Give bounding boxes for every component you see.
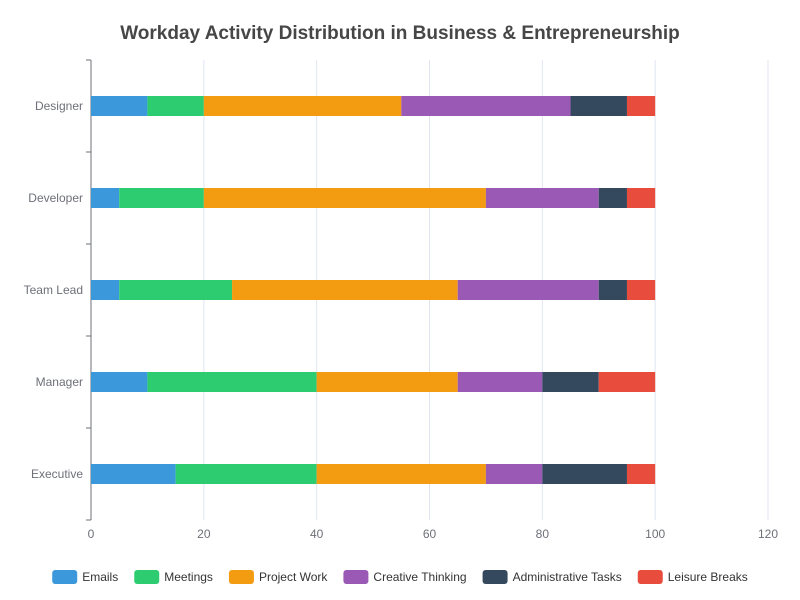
- legend-label: Creative Thinking: [373, 570, 466, 584]
- y-category-label: Manager: [36, 375, 83, 389]
- legend-item-project-work[interactable]: Project Work: [228, 570, 328, 584]
- x-tick-label: 40: [310, 527, 324, 541]
- bar-designer-meetings[interactable]: [147, 96, 204, 116]
- bar-executive-creative-thinking[interactable]: [485, 464, 543, 484]
- bar-manager-creative-thinking[interactable]: [457, 372, 543, 392]
- legend-swatch: [134, 570, 160, 584]
- bar-designer-administrative-tasks[interactable]: [570, 96, 627, 116]
- bar-team-lead-administrative-tasks[interactable]: [598, 280, 627, 300]
- y-category-label: Developer: [28, 191, 83, 205]
- bar-team-lead-project-work[interactable]: [232, 280, 458, 300]
- legend[interactable]: Emails Meetings Project Work Creative Think…: [52, 570, 748, 584]
- bar-designer-leisure-breaks[interactable]: [626, 96, 656, 116]
- bar-manager-leisure-breaks[interactable]: [598, 372, 656, 392]
- legend-swatch: [637, 570, 663, 584]
- x-tick-label: 60: [423, 527, 437, 541]
- bar-executive-meetings[interactable]: [175, 464, 317, 484]
- bar-developer-leisure-breaks[interactable]: [626, 188, 656, 208]
- bar-designer-emails[interactable]: [91, 96, 148, 116]
- legend-item-leisure-breaks[interactable]: Leisure Breaks: [637, 570, 748, 584]
- x-tick-label: 100: [645, 527, 665, 541]
- x-tick-label: 80: [536, 527, 550, 541]
- x-tick-label: 0: [88, 527, 95, 541]
- bar-manager-meetings[interactable]: [147, 372, 317, 392]
- bar-developer-project-work[interactable]: [203, 188, 486, 208]
- x-tick-label: 20: [197, 527, 211, 541]
- legend-swatch: [482, 570, 508, 584]
- bar-manager-project-work[interactable]: [316, 372, 458, 392]
- legend-label: Leisure Breaks: [668, 570, 748, 584]
- bar-designer-project-work[interactable]: [203, 96, 402, 116]
- legend-label: Emails: [82, 570, 118, 584]
- legend-swatch: [52, 570, 78, 584]
- legend-swatch: [343, 570, 369, 584]
- bars: [91, 96, 656, 484]
- bar-developer-creative-thinking[interactable]: [485, 188, 599, 208]
- bar-executive-project-work[interactable]: [316, 464, 486, 484]
- y-category-label: Executive: [31, 467, 83, 481]
- legend-item-creative-thinking[interactable]: Creative Thinking: [343, 570, 467, 584]
- bar-designer-creative-thinking[interactable]: [401, 96, 571, 116]
- chart-title: Workday Activity Distribution in Busines…: [120, 23, 680, 44]
- bar-developer-administrative-tasks[interactable]: [598, 188, 627, 208]
- bar-executive-emails[interactable]: [91, 464, 176, 484]
- y-category-label: Designer: [35, 99, 83, 113]
- axes: 0 20 40 60 80 100 120 Designer Developer Team Lea…: [24, 59, 778, 541]
- bar-team-lead-leisure-breaks[interactable]: [626, 280, 656, 300]
- x-tick-label: 120: [758, 527, 778, 541]
- legend-swatch: [228, 570, 254, 584]
- bar-executive-administrative-tasks[interactable]: [542, 464, 627, 484]
- legend-label: Meetings: [164, 570, 213, 584]
- legend-label: Project Work: [259, 570, 328, 584]
- legend-label: Administrative Tasks: [513, 570, 622, 584]
- bar-team-lead-meetings[interactable]: [119, 280, 233, 300]
- bar-executive-leisure-breaks[interactable]: [626, 464, 656, 484]
- y-category-label: Team Lead: [24, 283, 83, 297]
- legend-item-meetings[interactable]: Meetings: [134, 570, 213, 584]
- bar-team-lead-emails[interactable]: [91, 280, 120, 300]
- bar-developer-emails[interactable]: [91, 188, 120, 208]
- bar-manager-administrative-tasks[interactable]: [542, 372, 599, 392]
- legend-item-administrative-tasks[interactable]: Administrative Tasks: [482, 570, 622, 584]
- legend-item-emails[interactable]: Emails: [52, 570, 118, 584]
- bar-manager-emails[interactable]: [91, 372, 148, 392]
- bar-developer-meetings[interactable]: [119, 188, 204, 208]
- bar-team-lead-creative-thinking[interactable]: [457, 280, 599, 300]
